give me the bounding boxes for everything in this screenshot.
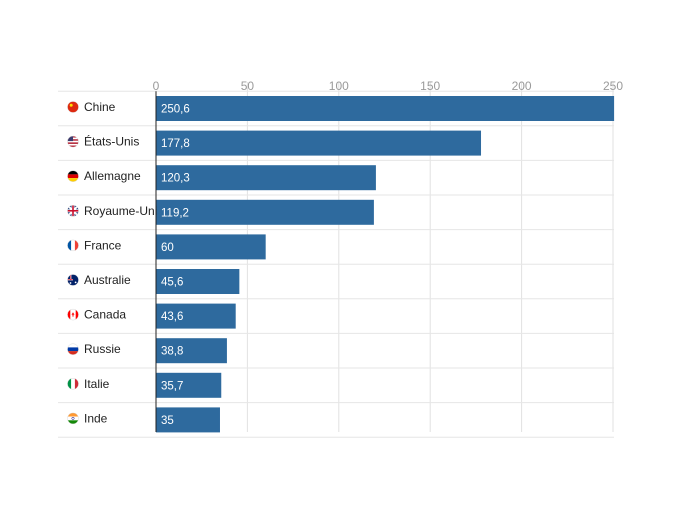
bar-value-label: 45,6 [161, 277, 183, 289]
x-tick-label: 200 [512, 79, 532, 93]
bar-australia [156, 269, 240, 294]
china-flag-icon [67, 101, 79, 113]
bar-uk [156, 199, 374, 225]
bar-canada [156, 303, 236, 329]
canada-flag-icon [67, 308, 79, 321]
germany-flag-icon [67, 170, 79, 182]
category-labels: Chine États-Unis Allemagne Royaume-Uni Franc… [67, 100, 157, 425]
bar-value-label: 120,3 [161, 173, 190, 185]
x-tick-label: 250 [603, 79, 623, 93]
bar-value-label: 38,8 [161, 346, 183, 358]
italy-flag-icon [67, 378, 79, 390]
usa-flag-icon [67, 135, 79, 148]
x-tick-label: 0 [153, 79, 160, 93]
gridlines [58, 82, 614, 438]
bar-italy [156, 372, 222, 398]
category-label: Inde [84, 411, 108, 425]
category-label: Australie [84, 273, 131, 287]
bar-value-label: 43,6 [161, 311, 183, 323]
x-tick-label: 100 [329, 79, 349, 93]
australia-flag-icon [67, 274, 79, 286]
india-flag-icon [67, 412, 79, 425]
x-tick-label: 150 [420, 79, 440, 93]
bar-value-label: 35,7 [161, 380, 183, 392]
bar-value-label: 35 [161, 415, 174, 427]
bar-value-label: 250,6 [161, 104, 190, 116]
category-label: Russie [84, 342, 121, 356]
bar-india [156, 407, 220, 433]
bars: 250,6 177,8 120,3 119,2 60 45,6 43,6 38,8 35,7 35 [156, 96, 615, 433]
bar-russia [156, 338, 227, 364]
bar-usa [156, 130, 482, 156]
france-flag-icon [67, 239, 79, 252]
category-label: États-Unis [84, 134, 139, 149]
russia-flag-icon [67, 343, 79, 355]
bar-france [156, 234, 266, 260]
bar-germany [156, 165, 376, 191]
bar-china [156, 96, 615, 121]
x-tick-label: 50 [241, 79, 255, 93]
x-axis-ticks: 0 50 100 150 200 250 [153, 79, 624, 93]
category-label: Allemagne [84, 169, 141, 183]
category-label: France [84, 238, 122, 252]
bar-value-label: 177,8 [161, 138, 190, 150]
category-label: Chine [84, 100, 116, 114]
category-label: Royaume-Uni [84, 204, 157, 218]
uk-flag-icon [67, 205, 79, 217]
category-label: Italie [84, 377, 110, 391]
category-label: Canada [84, 308, 126, 322]
bar-value-label: 60 [161, 242, 174, 254]
bar-value-label: 119,2 [161, 207, 189, 219]
